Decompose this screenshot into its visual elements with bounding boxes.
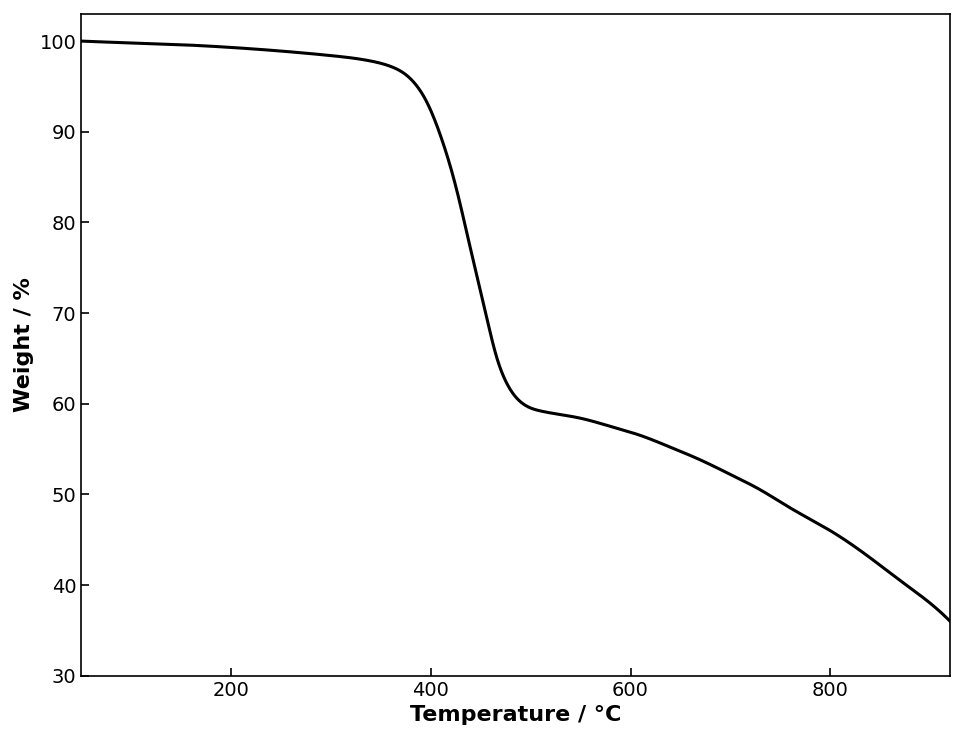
X-axis label: Temperature / °C: Temperature / °C <box>410 705 622 725</box>
Y-axis label: Weight / %: Weight / % <box>13 277 34 412</box>
